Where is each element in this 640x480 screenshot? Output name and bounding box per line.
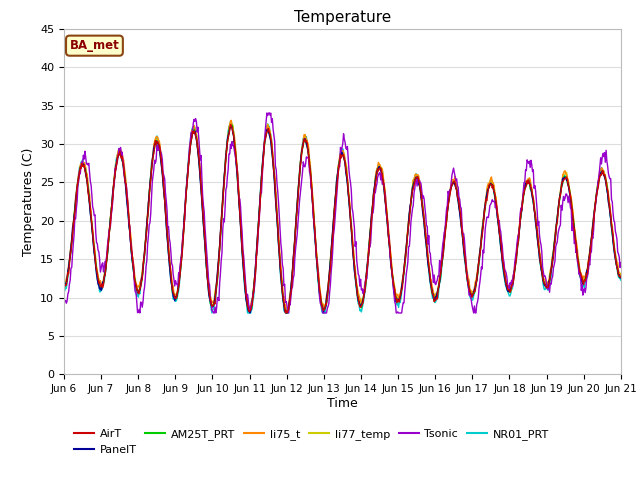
PanelT [184, 167, 192, 172]
NR01_PRT [214, 267, 222, 273]
AM25T_PRT [617, 274, 625, 279]
Text: BA_met: BA_met [70, 39, 119, 52]
Line: li75_t: li75_t [64, 120, 621, 310]
li75_t [227, 118, 235, 123]
li77_temp [617, 273, 625, 279]
li77_temp [428, 285, 436, 291]
NR01_PRT [184, 166, 192, 171]
AirT [617, 274, 625, 280]
li77_temp [214, 272, 221, 278]
NR01_PRT [208, 310, 216, 316]
li77_temp [127, 247, 135, 252]
AirT [70, 217, 78, 223]
Tsonic [136, 310, 144, 316]
li75_t [60, 283, 68, 288]
Line: NR01_PRT: NR01_PRT [64, 121, 621, 313]
Tsonic [60, 301, 68, 307]
Tsonic [617, 260, 625, 265]
Tsonic [214, 295, 222, 300]
PanelT [412, 175, 419, 181]
NR01_PRT [60, 290, 68, 296]
AirT [412, 176, 419, 181]
Line: AirT: AirT [64, 125, 621, 313]
AM25T_PRT [214, 279, 221, 285]
PanelT [617, 275, 625, 281]
Tsonic [185, 156, 193, 162]
AM25T_PRT [70, 216, 78, 221]
PanelT [127, 249, 135, 255]
Line: AM25T_PRT: AM25T_PRT [64, 125, 621, 313]
Line: Tsonic: Tsonic [64, 113, 621, 313]
li75_t [617, 272, 625, 278]
AirT [214, 276, 221, 282]
Line: PanelT: PanelT [64, 127, 621, 313]
Title: Temperature: Temperature [294, 10, 391, 25]
NR01_PRT [127, 248, 135, 254]
AM25T_PRT [228, 122, 236, 128]
li77_temp [70, 215, 78, 221]
li77_temp [227, 121, 235, 127]
li77_temp [60, 280, 68, 286]
li75_t [184, 165, 192, 170]
AM25T_PRT [127, 249, 135, 255]
Tsonic [412, 176, 419, 182]
AirT [282, 310, 289, 316]
AM25T_PRT [428, 290, 436, 296]
Tsonic [127, 243, 135, 249]
NR01_PRT [70, 216, 78, 222]
AM25T_PRT [282, 310, 290, 316]
PanelT [227, 124, 235, 130]
AM25T_PRT [412, 175, 419, 181]
NR01_PRT [428, 291, 436, 297]
Y-axis label: Temperatures (C): Temperatures (C) [22, 147, 35, 256]
AirT [227, 122, 234, 128]
AirT [127, 247, 135, 253]
li75_t [412, 171, 419, 177]
AM25T_PRT [60, 287, 68, 292]
AM25T_PRT [184, 169, 192, 175]
li75_t [70, 213, 78, 219]
Tsonic [266, 110, 273, 116]
NR01_PRT [617, 277, 625, 283]
li77_temp [412, 171, 419, 177]
PanelT [428, 287, 436, 292]
Tsonic [428, 264, 436, 269]
PanelT [214, 271, 221, 277]
NR01_PRT [412, 172, 419, 178]
PanelT [246, 310, 253, 316]
PanelT [60, 284, 68, 289]
li75_t [127, 240, 135, 246]
X-axis label: Time: Time [327, 397, 358, 410]
Legend: AirT, PanelT, AM25T_PRT, li75_t, li77_temp, Tsonic, NR01_PRT: AirT, PanelT, AM25T_PRT, li75_t, li77_te… [70, 425, 553, 459]
NR01_PRT [227, 119, 234, 124]
li75_t [283, 307, 291, 312]
li77_temp [283, 308, 291, 314]
AirT [60, 286, 68, 292]
li75_t [214, 275, 221, 281]
li77_temp [184, 167, 192, 173]
AirT [428, 288, 436, 293]
li75_t [428, 282, 436, 288]
PanelT [70, 213, 78, 219]
Tsonic [70, 232, 78, 238]
Line: li77_temp: li77_temp [64, 124, 621, 311]
AirT [184, 170, 192, 176]
